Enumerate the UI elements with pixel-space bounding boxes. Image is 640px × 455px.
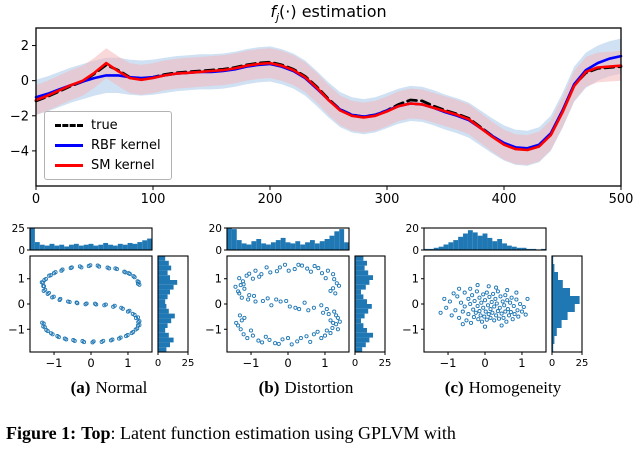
- legend-swatch-1: [55, 144, 83, 147]
- svg-text:1: 1: [215, 272, 222, 286]
- svg-text:500: 500: [609, 192, 634, 207]
- legend-swatch-2: [55, 164, 83, 167]
- legend-item-rbf-kernel: RBF kernel: [55, 138, 161, 153]
- figure-caption-text: : Latent function estimation using GPLVM…: [110, 423, 456, 443]
- svg-text:0: 0: [549, 358, 555, 369]
- svg-text:0: 0: [21, 74, 29, 89]
- svg-text:1: 1: [18, 272, 25, 286]
- panel-a: 25 0 −1 0 1 1 0 −1 0 25: [8, 223, 194, 370]
- panel-b-caption: (b) Distortion: [258, 378, 354, 397]
- svg-text:0: 0: [32, 192, 40, 207]
- svg-text:−4: −4: [10, 144, 29, 159]
- legend-item-true: true: [55, 118, 161, 133]
- svg-text:−2: −2: [10, 109, 29, 124]
- svg-text:0: 0: [155, 358, 161, 369]
- svg-text:−1: −1: [46, 356, 63, 370]
- svg-text:1: 1: [518, 356, 525, 370]
- svg-text:300: 300: [375, 192, 400, 207]
- legend-label-true: true: [91, 118, 118, 133]
- main-chart-bands: [36, 38, 621, 166]
- main-chart-axes: 0 100 200 300 400 500 2 0 −2 −4: [10, 27, 634, 207]
- panel-b: 20 0 −1 0 1 1 0 −1 0 25: [205, 223, 391, 370]
- title-f: f: [270, 2, 276, 21]
- svg-text:200: 200: [258, 192, 283, 207]
- svg-text:25: 25: [182, 358, 195, 369]
- svg-text:0: 0: [215, 297, 222, 311]
- svg-text:−1: −1: [205, 322, 222, 336]
- svg-text:20: 20: [406, 223, 419, 235]
- chart-title: fj(·) estimation: [36, 2, 621, 24]
- title-rest: (·) estimation: [279, 2, 387, 21]
- svg-text:1: 1: [124, 356, 131, 370]
- svg-text:25: 25: [12, 223, 25, 235]
- figure-caption-top: Top: [81, 423, 111, 443]
- svg-text:0: 0: [481, 356, 488, 370]
- svg-text:0: 0: [352, 358, 358, 369]
- legend-label-sm-kernel: SM kernel: [91, 158, 155, 173]
- svg-text:0: 0: [18, 245, 25, 257]
- panel-c-caption: (c) Homogeneity: [444, 378, 562, 397]
- svg-text:400: 400: [492, 192, 517, 207]
- svg-text:0: 0: [412, 245, 419, 257]
- legend: true RBF kernel SM kernel: [44, 111, 172, 180]
- legend-item-sm-kernel: SM kernel: [55, 158, 161, 173]
- svg-text:0: 0: [18, 297, 25, 311]
- svg-text:2: 2: [21, 39, 29, 54]
- svg-text:0: 0: [412, 297, 419, 311]
- svg-text:20: 20: [209, 223, 222, 235]
- svg-text:0: 0: [215, 245, 222, 257]
- title-subscript: j: [275, 11, 280, 25]
- svg-text:25: 25: [576, 358, 589, 369]
- legend-label-rbf-kernel: RBF kernel: [91, 138, 161, 153]
- svg-text:0: 0: [284, 356, 291, 370]
- svg-text:1: 1: [412, 272, 419, 286]
- legend-swatch-0: [55, 124, 83, 127]
- svg-text:25: 25: [379, 358, 392, 369]
- svg-text:−1: −1: [440, 356, 457, 370]
- svg-text:0: 0: [87, 356, 94, 370]
- svg-text:1: 1: [321, 356, 328, 370]
- svg-text:100: 100: [141, 192, 166, 207]
- panel-c: 20 0 −1 0 1 1 0 −1 0 25: [402, 223, 588, 370]
- figure-caption: Figure 1: Top: Latent function estimation…: [6, 423, 636, 444]
- svg-text:−1: −1: [402, 322, 419, 336]
- panel-a-caption: (a) Normal: [70, 378, 148, 397]
- svg-text:−1: −1: [8, 322, 25, 336]
- main-chart-lines: [34, 54, 623, 152]
- figure-caption-label: Figure 1:: [6, 423, 77, 443]
- svg-text:−1: −1: [243, 356, 260, 370]
